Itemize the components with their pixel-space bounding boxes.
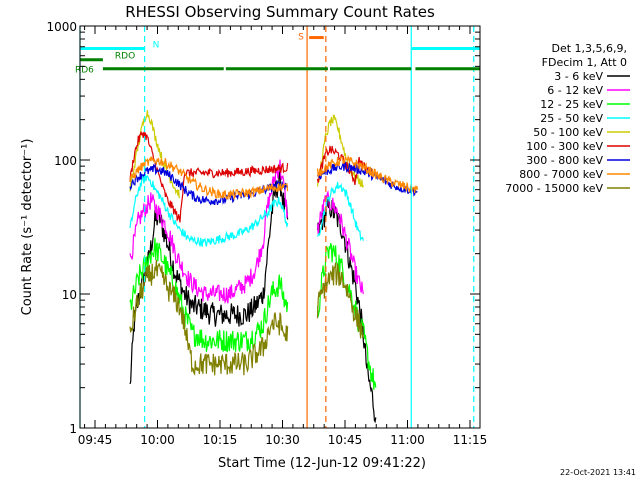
- legend-header-line1: Det 1,3,5,6,9,: [551, 42, 627, 55]
- series-line-8-part-0: [129, 259, 289, 376]
- x-tick-label-6: 11:15: [453, 433, 488, 447]
- x-tick-label-1: 10:00: [140, 433, 175, 447]
- x-axis-label: Start Time (12-Jun-12 09:41:22): [218, 456, 426, 471]
- series-line-0-part-0: [129, 169, 289, 385]
- series-layer: [129, 110, 419, 424]
- y-tick-label-1: 10: [62, 288, 77, 302]
- legend-label-1: 6 - 12 keV: [547, 84, 603, 97]
- legend-label-2: 12 - 25 keV: [540, 98, 603, 111]
- legend-label-8: 7000 - 15000 keV: [505, 182, 603, 195]
- x-tick-label-4: 10:45: [328, 433, 363, 447]
- status-bar-label-RD6: RD6: [75, 66, 94, 76]
- series-line-7-part-0: [129, 156, 289, 201]
- series-line-3-part-0: [129, 173, 289, 247]
- legend-label-5: 100 - 300 keV: [526, 140, 603, 153]
- x-tick-label-2: 10:15: [203, 433, 238, 447]
- axes-layer: 09:45 10:00 10:15 10:30 10:45 11:00 11:15 1 10 10…: [46, 20, 487, 447]
- y-tick-label-3: 1000: [46, 20, 77, 34]
- series-line-1-part-0: [129, 159, 289, 304]
- y-tick-label-0: 1: [69, 422, 77, 436]
- series-line-8-part-1: [316, 262, 364, 339]
- status-bar-label-S: S: [298, 33, 304, 43]
- series-line-7-part-1: [316, 154, 419, 194]
- x-tick-label-5: 11:00: [390, 433, 425, 447]
- plot-frame: [79, 25, 481, 429]
- series-line-1-part-1: [316, 190, 364, 295]
- chart-title: RHESSI Observing Summary Count Rates: [125, 3, 435, 21]
- status-bar-label-N: N: [153, 40, 160, 50]
- x-tick-label-0: 09:45: [78, 433, 113, 447]
- legend-label-7: 800 - 7000 keV: [519, 168, 603, 181]
- status-bar-label-RDO: RDO: [115, 52, 135, 62]
- legend-label-0: 3 - 6 keV: [554, 70, 603, 83]
- legend-label-4: 50 - 100 keV: [533, 126, 603, 139]
- legend-label-6: 300 - 800 keV: [526, 154, 603, 167]
- series-line-3-part-1: [316, 181, 364, 242]
- y-axis-label: Count Rate (s⁻¹ detector⁻¹): [20, 139, 35, 316]
- series-line-2-part-0: [129, 237, 289, 353]
- footer-date: 22-Oct-2021 13:41: [560, 468, 636, 477]
- status-bars-layer: N RDO RD6 S: [75, 33, 480, 76]
- legend-label-3: 25 - 50 keV: [540, 112, 603, 125]
- legend-header-line2: FDecim 1, Att 0: [542, 56, 627, 69]
- y-tick-label-2: 100: [54, 154, 77, 168]
- x-tick-label-3: 10:30: [265, 433, 300, 447]
